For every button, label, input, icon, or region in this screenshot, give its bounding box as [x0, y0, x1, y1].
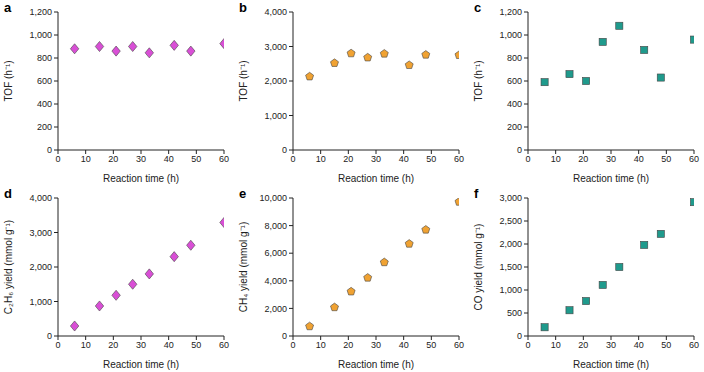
svg-text:1,000: 1,000 [499, 285, 522, 295]
html-text:a: a [4, 0, 12, 15]
svg-text:20: 20 [578, 154, 588, 164]
svg-text:Reaction time (h): Reaction time (h) [338, 173, 414, 184]
svg-text:1,000: 1,000 [29, 30, 52, 40]
html-text:b: b [239, 0, 247, 15]
svg-text:Reaction time (h): Reaction time (h) [573, 173, 649, 184]
svg-text:60: 60 [454, 154, 464, 164]
svg-text:2,000: 2,000 [29, 262, 52, 272]
svg-text:50: 50 [191, 340, 201, 350]
svg-text:20: 20 [343, 154, 353, 164]
svg-text:400: 400 [507, 99, 522, 109]
svg-text:30: 30 [371, 340, 381, 350]
svg-text:60: 60 [689, 340, 696, 350]
svg-text:6,000: 6,000 [264, 248, 287, 258]
svg-text:20: 20 [108, 340, 118, 350]
svg-text:50: 50 [191, 154, 201, 164]
svg-text:1,000: 1,000 [499, 30, 522, 40]
svg-text:10: 10 [551, 340, 561, 350]
svg-text:10: 10 [551, 154, 561, 164]
svg-text:30: 30 [136, 154, 146, 164]
svg-text:400: 400 [37, 99, 52, 109]
svg-text:TOF (h⁻¹): TOF (h⁻¹) [473, 60, 484, 101]
svg-text:1,000: 1,000 [264, 111, 287, 121]
svg-text:0: 0 [517, 331, 522, 341]
svg-text:0: 0 [525, 154, 530, 164]
svg-text:4,000: 4,000 [29, 193, 52, 203]
svg-text:TOF (h⁻¹): TOF (h⁻¹) [238, 60, 249, 101]
svg-text:40: 40 [399, 340, 409, 350]
svg-text:10: 10 [81, 340, 91, 350]
svg-text:500: 500 [507, 308, 522, 318]
svg-text:50: 50 [426, 154, 436, 164]
svg-text:40: 40 [634, 154, 644, 164]
svg-text:30: 30 [606, 154, 616, 164]
svg-text:600: 600 [37, 76, 52, 86]
svg-text:0: 0 [55, 340, 60, 350]
svg-text:Reaction time (h): Reaction time (h) [338, 359, 414, 370]
svg-text:200: 200 [507, 122, 522, 132]
svg-text:3,000: 3,000 [29, 228, 52, 238]
svg-text:30: 30 [606, 340, 616, 350]
svg-text:10,000: 10,000 [259, 193, 287, 203]
svg-text:0: 0 [282, 145, 287, 155]
svg-text:60: 60 [219, 340, 229, 350]
svg-text:C₂H₆ yield (mmol g⁻¹): C₂H₆ yield (mmol g⁻¹) [8, 220, 14, 314]
svg-text:3,000: 3,000 [499, 193, 522, 203]
svg-text:TOF (h⁻¹): TOF (h⁻¹) [8, 60, 14, 101]
svg-text:0: 0 [47, 331, 52, 341]
svg-text:200: 200 [37, 122, 52, 132]
svg-text:0: 0 [47, 145, 52, 155]
svg-text:Reaction time (h): Reaction time (h) [103, 359, 179, 370]
svg-text:30: 30 [371, 154, 381, 164]
svg-text:2,000: 2,000 [264, 76, 287, 86]
svg-text:40: 40 [164, 340, 174, 350]
svg-text:CH₄ yield (mmol g⁻¹): CH₄ yield (mmol g⁻¹) [238, 222, 249, 312]
html-text:e: e [239, 186, 247, 201]
svg-text:60: 60 [689, 154, 696, 164]
svg-text:0: 0 [55, 154, 60, 164]
svg-text:1,000: 1,000 [29, 297, 52, 307]
svg-text:Reaction time (h): Reaction time (h) [103, 173, 179, 184]
svg-text:600: 600 [507, 76, 522, 86]
svg-text:40: 40 [634, 340, 644, 350]
svg-text:0: 0 [525, 340, 530, 350]
svg-text:1,200: 1,200 [499, 7, 522, 17]
svg-text:50: 50 [661, 154, 671, 164]
svg-text:60: 60 [454, 340, 464, 350]
html-text:c: c [474, 0, 482, 15]
svg-text:800: 800 [507, 53, 522, 63]
svg-text:50: 50 [426, 340, 436, 350]
svg-text:10: 10 [316, 154, 326, 164]
svg-text:0: 0 [282, 331, 287, 341]
svg-text:10: 10 [81, 154, 91, 164]
svg-text:50: 50 [661, 340, 671, 350]
svg-text:20: 20 [578, 340, 588, 350]
html-text:f: f [474, 186, 479, 201]
svg-text:40: 40 [399, 154, 409, 164]
svg-text:2,500: 2,500 [499, 216, 522, 226]
svg-text:20: 20 [343, 340, 353, 350]
svg-text:0: 0 [290, 154, 295, 164]
svg-text:8,000: 8,000 [264, 221, 287, 231]
svg-text:60: 60 [219, 154, 229, 164]
svg-text:2,000: 2,000 [264, 304, 287, 314]
svg-text:3,000: 3,000 [264, 42, 287, 52]
svg-text:0: 0 [290, 340, 295, 350]
svg-text:20: 20 [108, 154, 118, 164]
svg-text:40: 40 [164, 154, 174, 164]
svg-text:Reaction time (h): Reaction time (h) [573, 359, 649, 370]
svg-text:10: 10 [316, 340, 326, 350]
svg-text:30: 30 [136, 340, 146, 350]
svg-text:0: 0 [517, 145, 522, 155]
svg-text:4,000: 4,000 [264, 276, 287, 286]
svg-text:CO yield (mmol g⁻¹): CO yield (mmol g⁻¹) [473, 224, 484, 311]
svg-text:2,000: 2,000 [499, 239, 522, 249]
svg-text:1,200: 1,200 [29, 7, 52, 17]
svg-text:1,500: 1,500 [499, 262, 522, 272]
svg-text:4,000: 4,000 [264, 7, 287, 17]
html-text:d: d [4, 186, 12, 201]
svg-text:800: 800 [37, 53, 52, 63]
